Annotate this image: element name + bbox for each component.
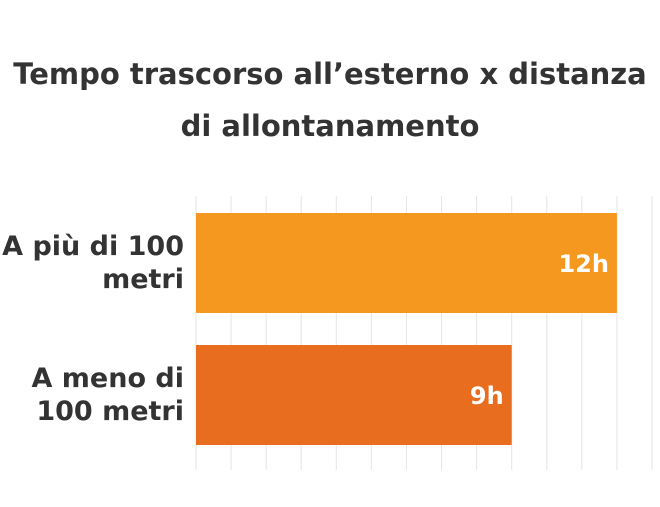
category-label: A meno di 100 metri (31, 363, 185, 427)
bar (196, 213, 617, 313)
value-label: 9h (470, 382, 504, 410)
value-label: 12h (558, 250, 608, 278)
bar (196, 345, 512, 445)
chart-title: Tempo trascorso all’esterno x distanza d… (13, 57, 647, 143)
category-label: A più di 100 metri (2, 231, 184, 295)
